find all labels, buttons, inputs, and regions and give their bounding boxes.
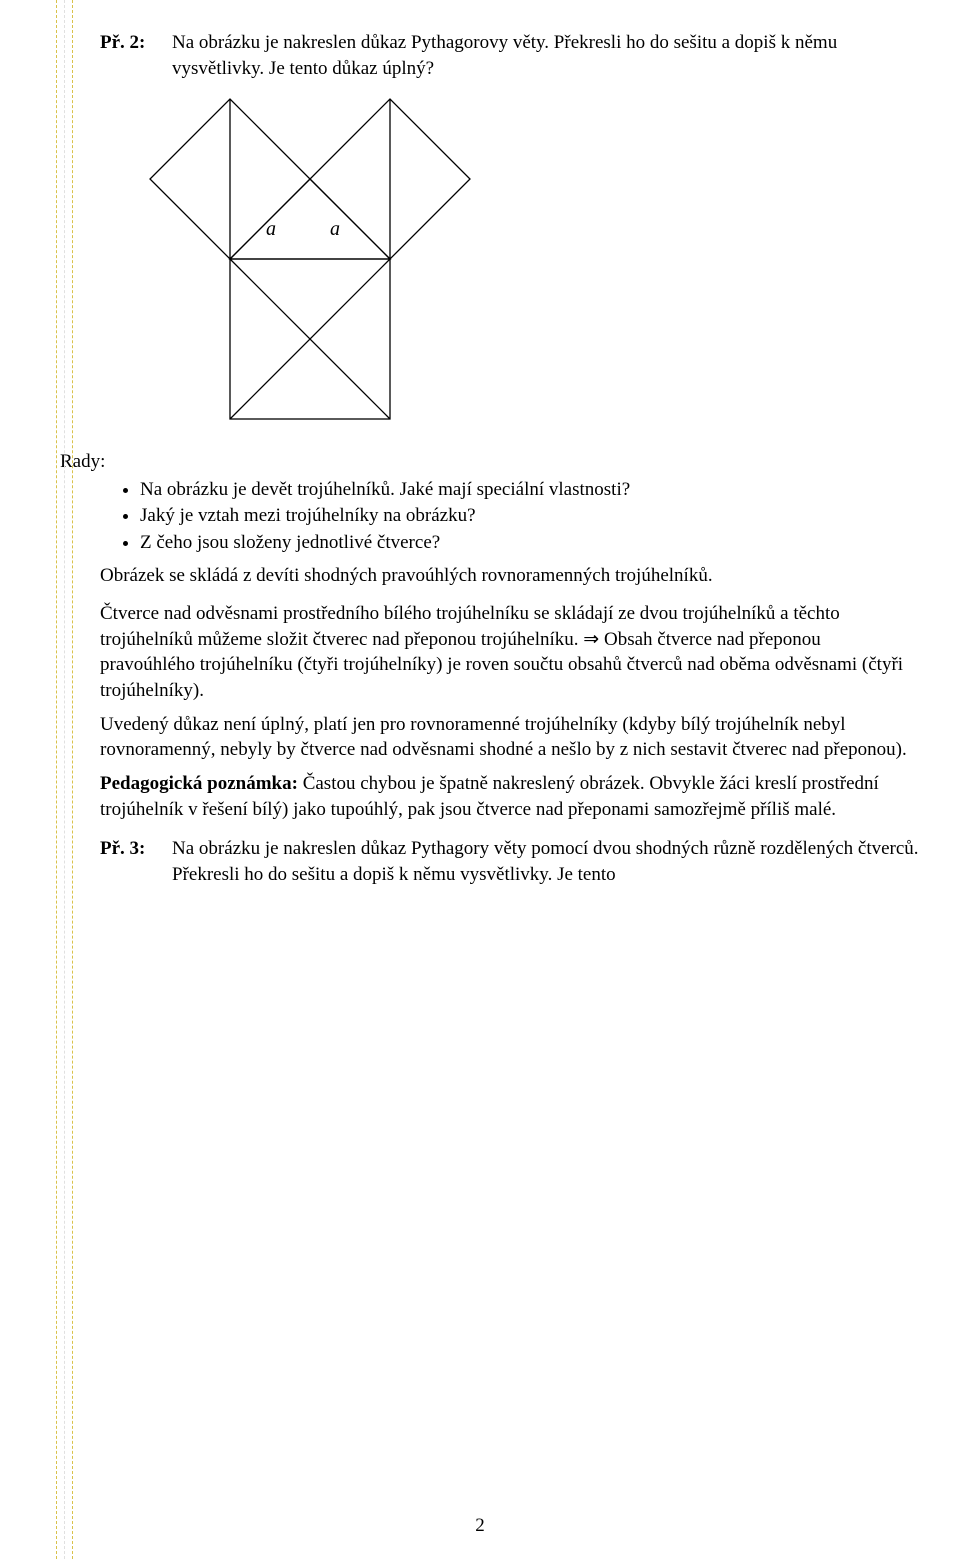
paragraph-compose: Obrázek se skládá z devíti shodných prav…	[100, 563, 920, 589]
pedagogical-note: Pedagogická poznámka: Častou chybou je š…	[100, 771, 920, 822]
hints-list: Na obrázku je devět trojúhelníků. Jaké m…	[100, 477, 920, 556]
hint-item: Na obrázku je devět trojúhelníků. Jaké m…	[140, 477, 920, 503]
paragraph-incomplete: Uvedený důkaz není úplný, platí jen pro …	[100, 712, 920, 763]
page-number: 2	[0, 1513, 960, 1539]
exercise-3-text: Na obrázku je nakreslen důkaz Pythagory …	[172, 836, 920, 887]
note-label: Pedagogická poznámka:	[100, 773, 298, 794]
hint-item: Jaký je vztah mezi trojúhelníky na obráz…	[140, 503, 920, 529]
exercise-2-text: Na obrázku je nakreslen důkaz Pythagorov…	[172, 30, 920, 81]
exercise-3-head: Př. 3: Na obrázku je nakreslen důkaz Pyt…	[100, 836, 920, 887]
exercise-3-label: Př. 3:	[100, 836, 172, 887]
paragraph-squares: Čtverce nad odvěsnami prostředního bíléh…	[100, 601, 920, 704]
fig1-label-a-left: a	[266, 218, 276, 240]
fig1-label-a-right: a	[330, 218, 340, 240]
figure-1-outline: a a	[140, 89, 920, 437]
exercise-2-head: Př. 2: Na obrázku je nakreslen důkaz Pyt…	[100, 30, 920, 81]
hint-item: Z čeho jsou složeny jednotlivé čtverce?	[140, 530, 920, 556]
exercise-2-label: Př. 2:	[100, 30, 172, 81]
hints-title: Rady:	[60, 449, 920, 475]
